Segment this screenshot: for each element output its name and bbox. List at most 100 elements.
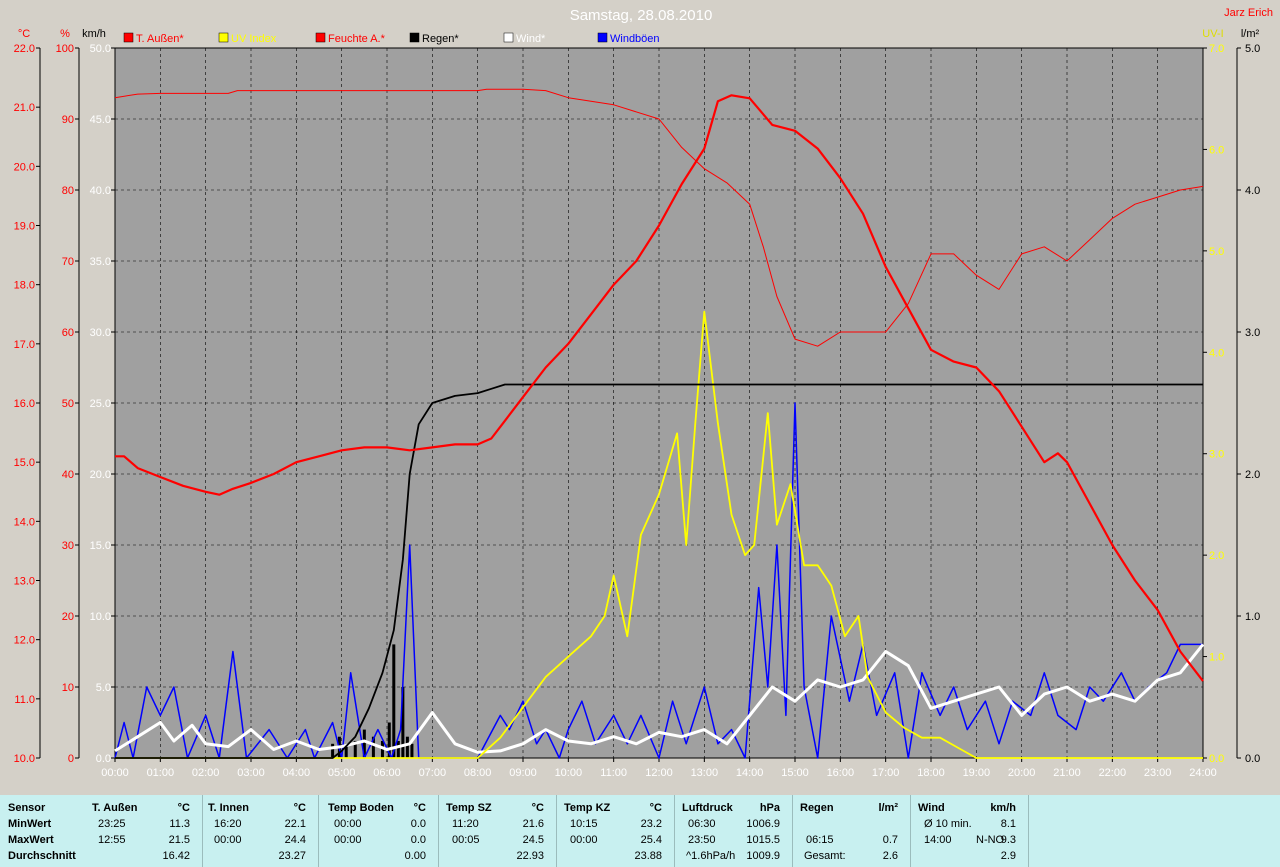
stats-max-time: 14:00 xyxy=(924,834,952,846)
humidity-axis-tick-label: 50 xyxy=(62,398,74,410)
uv-axis-tick-label: 0.0 xyxy=(1209,753,1224,765)
humidity-axis-tick-label: 90 xyxy=(62,114,74,126)
wind-axis-tick-label: 35.0 xyxy=(90,256,111,268)
series-line-t-au-en xyxy=(115,94,1204,682)
stats-column-unit: km/h xyxy=(990,802,1016,814)
stats-avg-value: 22.93 xyxy=(516,850,544,862)
rain-axis-tick-label: 3.0 xyxy=(1245,327,1260,339)
stats-max-value: 1015.5 xyxy=(746,834,780,846)
rain-bar xyxy=(401,687,405,758)
axis-units: °C % km/h UV-I l/m² xyxy=(18,28,1260,40)
time-axis-tick-label: 07:00 xyxy=(419,767,447,779)
stats-max-direction: N-NO xyxy=(976,834,1005,846)
stats-row-label: MaxWert xyxy=(8,834,54,846)
time-axis-tick-label: 09:00 xyxy=(509,767,537,779)
stats-max-time: 00:00 xyxy=(214,834,242,846)
axes: 22.0 21.0 20.0 19.0 18.0 17.0 16.0 15.0 14.0 13.0… xyxy=(14,43,1261,779)
chart-title: Samstag, 28.08.2010 xyxy=(570,7,713,24)
rain-unit: l/m² xyxy=(1241,28,1260,40)
stats-min-value: 23.2 xyxy=(640,818,662,830)
rain-axis-tick-label: 1.0 xyxy=(1245,611,1260,623)
wind-axis-tick-label: 5.0 xyxy=(96,682,111,694)
rain-axis-tick-label: 4.0 xyxy=(1245,185,1260,197)
temp-axis-tick-label: 15.0 xyxy=(14,457,35,469)
temp-axis-tick-label: 20.0 xyxy=(14,161,35,173)
time-axis-tick-label: 10:00 xyxy=(555,767,583,779)
rain-axis-tick-label: 2.0 xyxy=(1245,469,1260,481)
humidity-axis-tick-label: 20 xyxy=(62,611,74,623)
humidity-axis-tick-label: 70 xyxy=(62,256,74,268)
humidity-axis-tick-label: 0 xyxy=(68,753,74,765)
time-axis-tick-label: 03:00 xyxy=(237,767,265,779)
stats-min-value: 11.3 xyxy=(169,818,190,830)
uv-axis-tick-label: 7.0 xyxy=(1209,43,1224,55)
rain-bar xyxy=(344,746,348,758)
stats-column xyxy=(794,795,911,867)
temp-axis-tick-label: 10.0 xyxy=(14,753,35,765)
series-line-uv-index xyxy=(115,310,1203,759)
stats-min-time: 06:30 xyxy=(688,818,716,830)
stats-max-value: 24.5 xyxy=(522,834,544,846)
stats-max-time: 00:00 xyxy=(570,834,598,846)
stats-max-time: 00:05 xyxy=(452,834,480,846)
legend-swatch xyxy=(503,32,514,43)
time-axis-tick-label: 08:00 xyxy=(464,767,492,779)
series-line-windb-en xyxy=(114,402,1203,759)
stats-avg-value: 23.27 xyxy=(278,850,306,862)
legend-swatch xyxy=(315,32,326,43)
stats-column-header: Wind xyxy=(918,802,945,814)
stats-min-time: 16:20 xyxy=(214,818,242,830)
temp-axis-tick-label: 19.0 xyxy=(14,221,35,233)
wind-axis-tick-label: 25.0 xyxy=(90,398,111,410)
series xyxy=(114,88,1205,759)
stats-column xyxy=(440,795,557,867)
stats-min-time: 00:00 xyxy=(334,818,362,830)
uv-unit: UV-I xyxy=(1202,28,1223,40)
wind-axis-tick-label: 10.0 xyxy=(90,611,111,623)
stats-column-unit: hPa xyxy=(759,802,780,814)
stats-min-time: 11:20 xyxy=(452,818,479,830)
legend-label: Windböen xyxy=(610,33,660,45)
stats-max-value: 24.4 xyxy=(284,834,306,846)
stats-row-label: MinWert xyxy=(8,818,52,830)
legend-label: Wind* xyxy=(516,33,546,45)
stats-min-time: 10:15 xyxy=(570,818,598,830)
stats-min-value: 21.6 xyxy=(522,818,544,830)
rain-bars xyxy=(331,644,414,758)
stats-column-unit: °C xyxy=(413,802,426,814)
wind-axis-tick-label: 30.0 xyxy=(90,327,111,339)
stats-avg-value: 0.00 xyxy=(404,850,426,862)
rain-bar xyxy=(331,743,335,758)
stats-column-header: Regen xyxy=(800,802,834,814)
legend: T. Außen* UV Index Feuchte A.* Regen* Wind* W… xyxy=(123,32,660,45)
legend-label: UV Index xyxy=(231,33,277,45)
time-axis-tick-label: 04:00 xyxy=(283,767,311,779)
wind-axis-tick-label: 45.0 xyxy=(90,114,111,126)
stats-column xyxy=(86,795,203,867)
time-axis-tick-label: 12:00 xyxy=(645,767,673,779)
wind-axis-tick-label: 50.0 xyxy=(90,43,111,55)
wind-unit: km/h xyxy=(82,28,106,40)
stats-column-unit: °C xyxy=(531,802,544,814)
stats-max-value: 21.5 xyxy=(168,834,190,846)
time-axis-tick-label: 16:00 xyxy=(827,767,855,779)
humidity-axis-tick-label: 10 xyxy=(62,682,74,694)
time-axis-tick-label: 13:00 xyxy=(691,767,719,779)
humidity-axis-tick-label: 60 xyxy=(62,327,74,339)
stats-panel: Sensor MinWert MaxWert Durchschnitt T. Außen… xyxy=(0,795,1280,867)
stats-avg-value: 2.9 xyxy=(1000,850,1016,862)
stats-column xyxy=(322,795,439,867)
legend-label: Feuchte A.* xyxy=(328,33,386,45)
stats-column xyxy=(912,795,1029,867)
uv-axis-tick-label: 5.0 xyxy=(1209,246,1224,258)
time-axis-tick-label: 17:00 xyxy=(872,767,900,779)
temp-axis-tick-label: 14.0 xyxy=(14,516,35,528)
stats-column xyxy=(558,795,675,867)
humidity-unit: % xyxy=(60,28,70,40)
stats-column-header: T. Außen xyxy=(92,802,138,814)
stats-max-time: 12:55 xyxy=(98,834,126,846)
weather-chart: Samstag, 28.08.2010 Jarz Erich T. Außen*… xyxy=(13,7,1273,779)
uv-axis-tick-label: 2.0 xyxy=(1209,550,1224,562)
stats-column-unit: °C xyxy=(177,802,190,814)
stats-max-time: 23:50 xyxy=(688,834,716,846)
